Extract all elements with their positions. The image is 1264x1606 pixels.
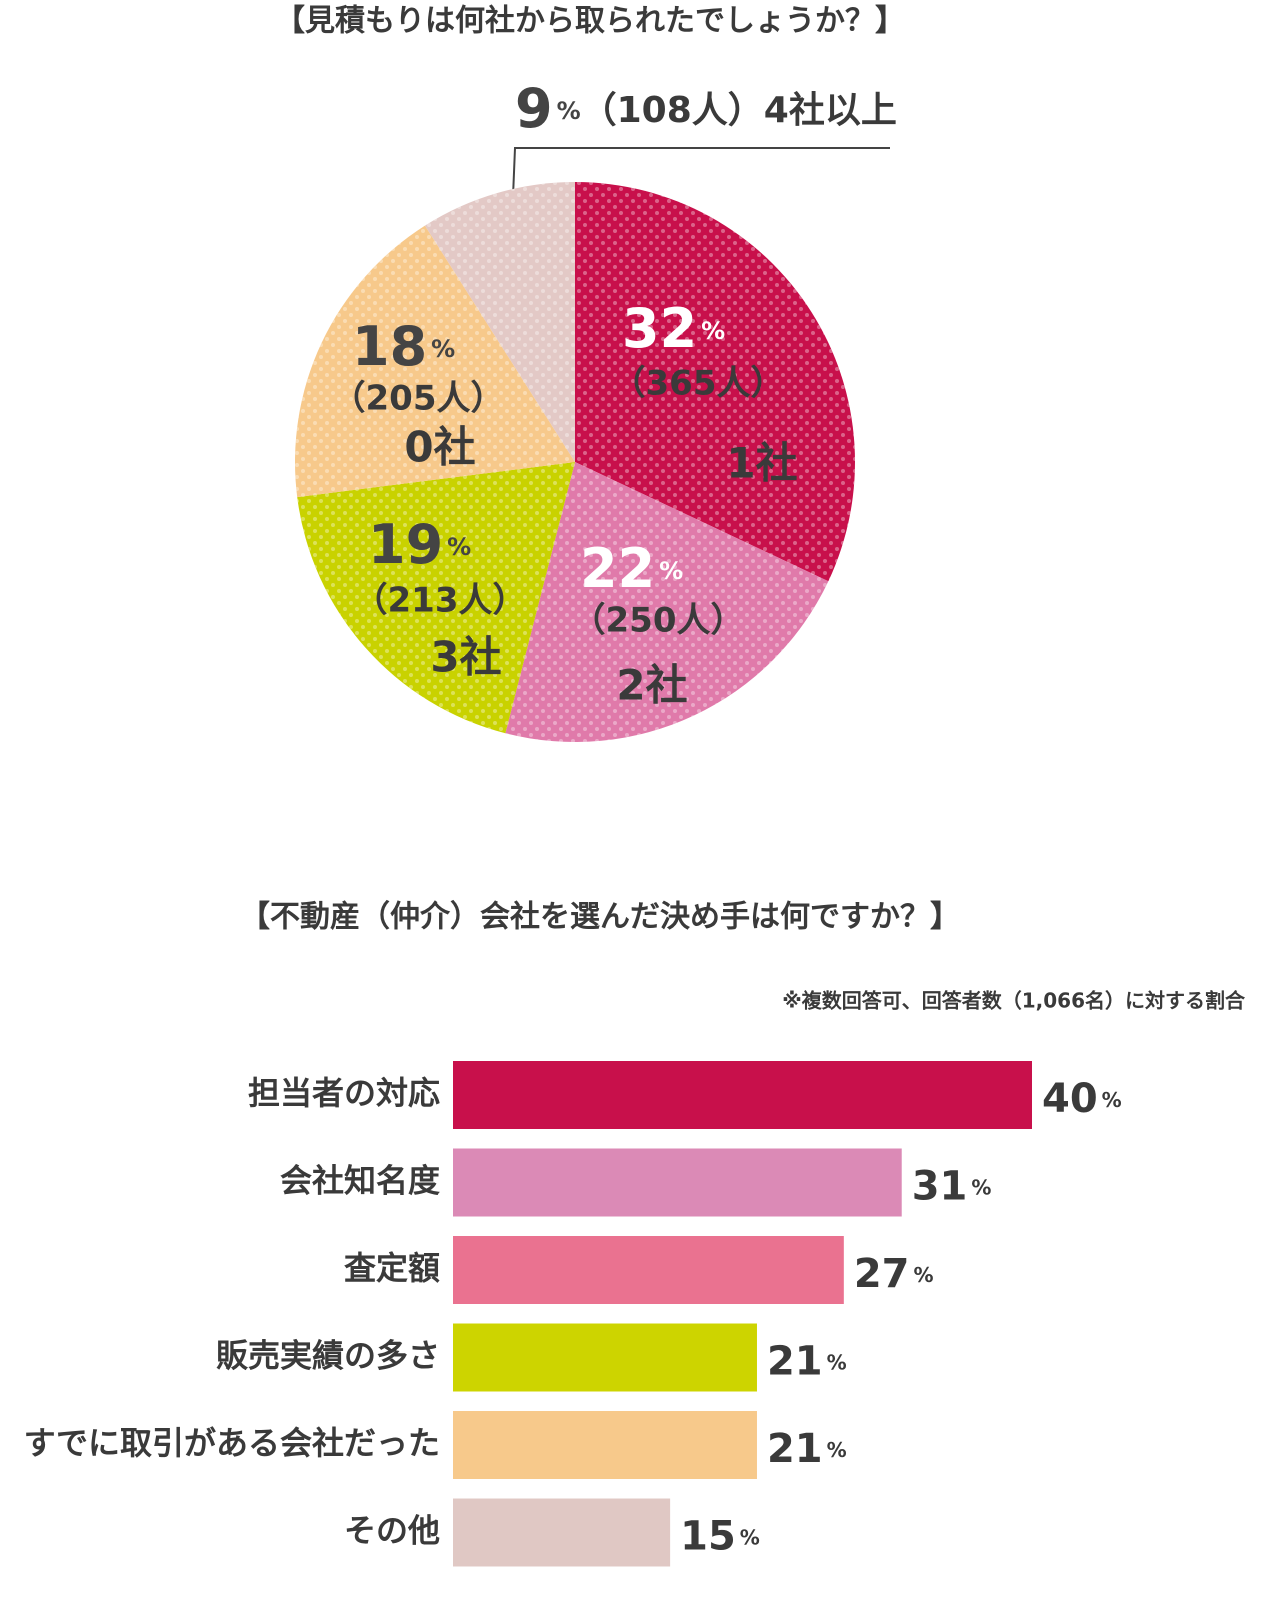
bar-value-label: 21% xyxy=(767,1426,847,1472)
slice-texture xyxy=(297,462,575,734)
bar xyxy=(453,1498,671,1567)
value-unit: % xyxy=(701,317,725,345)
pie-title: 【見積もりは何社から取られたでしょうか？】 xyxy=(275,4,905,39)
pie-category-label: 4社以上 xyxy=(764,90,897,131)
value-number: 19 xyxy=(368,513,443,576)
value-unit: % xyxy=(971,1175,991,1199)
value-number: 40 xyxy=(1042,1076,1098,1122)
bar-value-label: 31% xyxy=(912,1164,992,1210)
bar-category-label: すでに取引がある会社だった xyxy=(24,1424,440,1462)
pie-count-label: （108人） xyxy=(581,90,764,131)
bar-value-label: 27% xyxy=(854,1251,934,1297)
pie-category-label: 1社 xyxy=(726,439,797,488)
value-number: 21 xyxy=(767,1426,823,1472)
pie-value-label: 22% xyxy=(580,537,683,600)
value-number: 9 xyxy=(515,77,553,140)
pie-count-label: （250人） xyxy=(572,601,745,641)
value-number: 31 xyxy=(912,1164,968,1210)
value-unit: % xyxy=(740,1525,760,1549)
value-unit: % xyxy=(659,557,683,585)
slice-texture xyxy=(505,462,829,742)
bar-category-label: 販売実績の多さ xyxy=(216,1337,440,1375)
pie-count-label: （205人） xyxy=(332,379,505,419)
value-unit: % xyxy=(557,97,581,125)
pie-count-label: （365人） xyxy=(612,364,785,404)
bar-value-label: 21% xyxy=(767,1339,847,1385)
pie-outside-label: 9 %（108人）4社以上 xyxy=(515,77,897,140)
slice-texture xyxy=(295,225,575,498)
pie-category-label: 0社 xyxy=(404,423,475,472)
pie-value-label: 32% xyxy=(622,297,725,360)
pie-category-label: 3社 xyxy=(430,633,501,682)
bar-title: 【不動産（仲介）会社を選んだ決め手は何ですか？】 xyxy=(240,900,960,935)
value-number: 18 xyxy=(352,315,427,378)
bar-category-label: 担当者の対応 xyxy=(248,1074,440,1112)
value-number: 21 xyxy=(767,1339,823,1385)
bar-category-label: 査定額 xyxy=(344,1249,440,1287)
value-unit: % xyxy=(431,335,455,363)
value-number: 22 xyxy=(580,537,655,600)
bar xyxy=(453,1411,757,1479)
slice-texture xyxy=(575,182,855,582)
bar-value-label: 40% xyxy=(1042,1076,1122,1122)
value-number: 15 xyxy=(680,1514,736,1560)
bar-category-label: 会社知名度 xyxy=(280,1162,440,1200)
value-number: 32 xyxy=(622,297,697,360)
bar xyxy=(453,1236,844,1304)
pie-value-label: 18% xyxy=(352,315,455,378)
value-unit: % xyxy=(447,533,471,561)
value-number: 27 xyxy=(854,1251,910,1297)
pie-value-label: 19% xyxy=(368,513,471,576)
bar-note: ※複数回答可、回答者数（1,066名）に対する割合 xyxy=(782,989,1246,1013)
pie-value-label: 9% xyxy=(515,77,581,140)
bar xyxy=(453,1061,1032,1129)
value-unit: % xyxy=(913,1263,933,1287)
pie-category-label: 2社 xyxy=(616,661,687,710)
bar-value-label: 15% xyxy=(680,1514,760,1560)
bar xyxy=(453,1323,757,1392)
bar-category-label: その他 xyxy=(344,1512,440,1550)
bar xyxy=(453,1148,902,1217)
value-unit: % xyxy=(827,1350,847,1374)
value-unit: % xyxy=(827,1438,847,1462)
value-unit: % xyxy=(1102,1088,1122,1112)
slice-texture xyxy=(424,182,575,462)
pie-count-label: （213人） xyxy=(354,581,527,621)
